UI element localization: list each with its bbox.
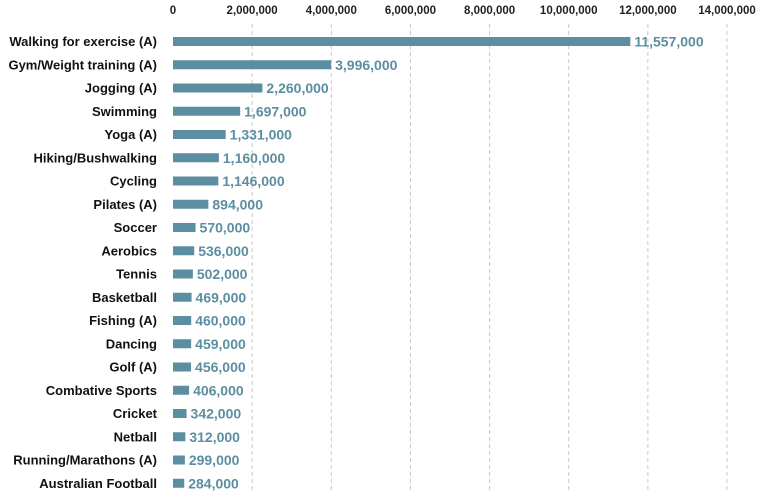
category-label: Dancing — [106, 336, 157, 351]
bar — [173, 246, 195, 256]
data-label: 570,000 — [200, 220, 251, 236]
data-label: 1,697,000 — [244, 103, 306, 119]
category-label: Fishing (A) — [89, 313, 157, 328]
bar — [173, 37, 631, 46]
data-label: 342,000 — [191, 406, 242, 422]
category-label: Swimming — [92, 104, 157, 119]
data-label: 502,000 — [197, 266, 248, 282]
category-label: Jogging (A) — [85, 81, 157, 96]
data-labels: 11,557,000 3,996,000 2,260,000 1,697,000 1,3… — [188, 34, 704, 492]
data-label: 299,000 — [189, 452, 240, 468]
data-label: 536,000 — [198, 243, 249, 259]
bar — [173, 83, 263, 93]
data-label: 2,260,000 — [266, 80, 328, 96]
data-label: 1,146,000 — [222, 173, 284, 189]
category-label: Hiking/Bushwalking — [33, 150, 157, 165]
bar — [173, 60, 332, 70]
data-label: 1,331,000 — [230, 127, 292, 143]
x-tick-label: 8,000,000 — [464, 5, 515, 17]
x-tick-label: 12,000,000 — [619, 5, 677, 17]
category-label: Soccer — [114, 220, 157, 235]
category-label: Running/Marathons (A) — [13, 453, 157, 468]
x-tick-label: 0 — [170, 5, 176, 17]
category-label: Golf (A) — [109, 360, 157, 375]
bar — [173, 362, 192, 372]
data-label: 894,000 — [212, 196, 263, 212]
data-label: 406,000 — [193, 382, 244, 398]
data-label: 1,160,000 — [223, 150, 285, 166]
bar — [173, 455, 185, 465]
bar — [173, 316, 192, 325]
category-label: Combative Sports — [46, 383, 157, 398]
bars — [173, 37, 631, 488]
data-label: 312,000 — [189, 429, 240, 445]
category-label: Basketball — [92, 290, 157, 305]
bar — [173, 478, 185, 488]
bar — [173, 409, 187, 418]
category-label: Aerobics — [101, 243, 157, 258]
category-label: Pilates (A) — [93, 197, 157, 212]
data-label: 11,557,000 — [634, 34, 704, 50]
data-label: 3,996,000 — [335, 57, 397, 73]
bar — [173, 153, 219, 163]
category-label: Australian Football — [39, 476, 157, 491]
x-axis-ticks: 0 2,000,000 4,000,000 6,000,000 8,000,000 10,… — [170, 5, 756, 17]
category-label: Yoga (A) — [105, 127, 157, 142]
bar — [173, 106, 241, 116]
x-tick-label: 10,000,000 — [540, 5, 598, 17]
data-label: 456,000 — [195, 359, 246, 375]
category-label: Cycling — [110, 174, 157, 189]
category-label: Walking for exercise (A) — [9, 34, 157, 49]
bar — [173, 176, 219, 186]
x-tick-label: 14,000,000 — [698, 5, 756, 17]
bar — [173, 223, 196, 232]
bar — [173, 130, 226, 139]
category-labels: Walking for exercise (A) Gym/Weight train… — [8, 34, 157, 491]
bar — [173, 269, 193, 279]
category-label: Gym/Weight training (A) — [8, 57, 157, 72]
data-label: 284,000 — [188, 475, 239, 491]
x-tick-label: 6,000,000 — [385, 5, 436, 17]
bar — [173, 339, 192, 349]
x-tick-label: 2,000,000 — [227, 5, 278, 17]
data-label: 459,000 — [195, 336, 246, 352]
x-tick-label: 4,000,000 — [306, 5, 357, 17]
category-label: Cricket — [113, 406, 158, 421]
category-label: Netball — [114, 429, 157, 444]
category-label: Tennis — [116, 267, 157, 282]
data-label: 460,000 — [195, 313, 246, 329]
bar — [173, 292, 192, 302]
gridlines — [251, 24, 728, 492]
data-label: 469,000 — [196, 289, 247, 305]
bar — [173, 385, 190, 395]
bar — [173, 432, 186, 442]
bar — [173, 199, 209, 209]
